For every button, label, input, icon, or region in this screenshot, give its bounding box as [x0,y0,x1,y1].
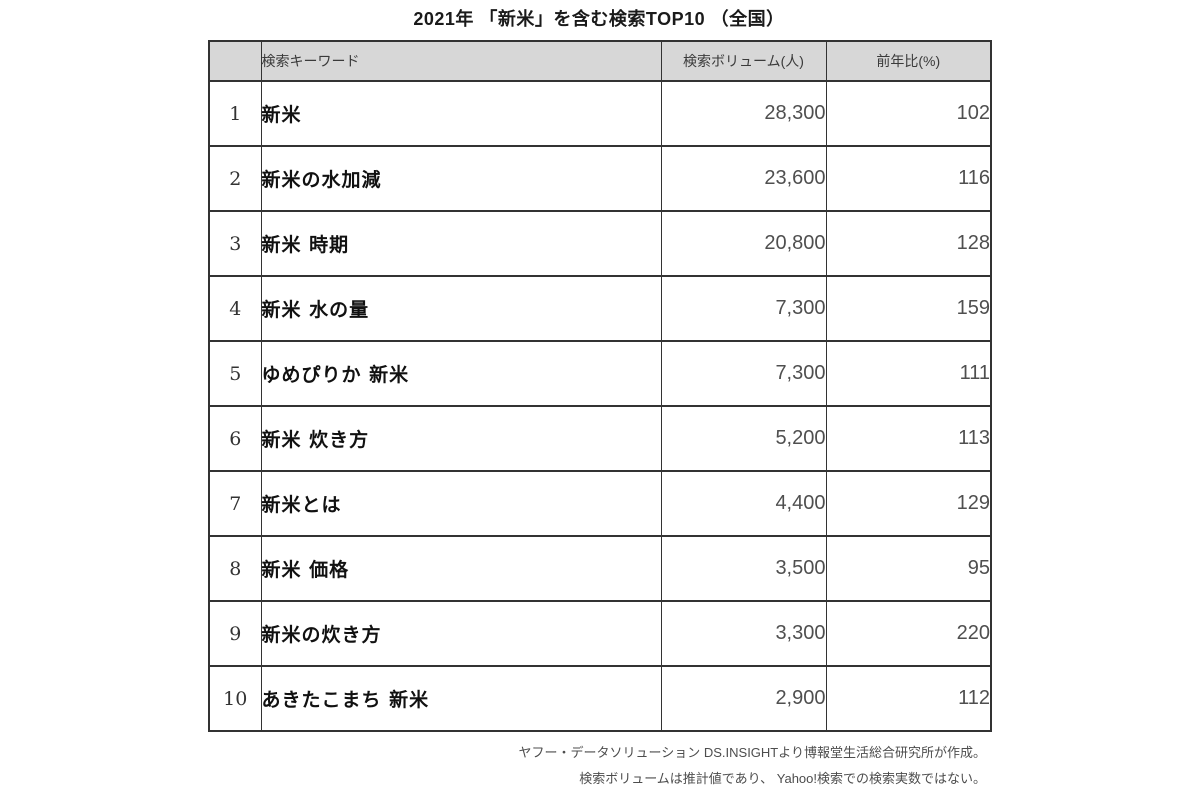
keyword-cell: 新米 時期 [260,210,662,277]
table-row: 3 新米 時期 20,800 128 [208,210,992,277]
page-title: 2021年 「新米」を含む検索TOP10 （全国） [413,9,785,29]
volume-cell: 3,300 [660,600,827,667]
source-note-line1: ヤフー・データソリューション DS.INSIGHTより博報堂生活総合研究所が作成… [518,745,987,760]
table-row: 9 新米の炊き方 3,300 220 [208,600,992,667]
keyword-cell: あきたこまち 新米 [260,665,662,732]
volume-cell: 7,300 [660,340,827,407]
rank-cell: 5 [208,340,262,407]
keyword-cell: 新米 価格 [260,535,662,602]
keyword-cell: ゆめぴりか 新米 [260,340,662,407]
yoy-cell: 129 [825,470,992,537]
table-row: 2 新米の水加減 23,600 116 [208,145,992,212]
source-note-line2: 検索ボリュームは推計値であり、 Yahoo!検索での検索実数ではない。 [579,771,986,786]
table-figure: 2021年 「新米」を含む検索TOP10 （全国） 検索キーワード 検索ボリュー… [208,6,992,792]
table-row: 10 あきたこまち 新米 2,900 112 [208,665,992,732]
keyword-cell: 新米 [260,80,662,147]
rank-cell: 7 [208,470,262,537]
keyword-cell: 新米の水加減 [260,145,662,212]
yoy-cell: 220 [825,600,992,667]
yoy-cell: 112 [825,665,992,732]
volume-cell: 23,600 [660,145,827,212]
volume-cell: 3,500 [660,535,827,602]
volume-cell: 2,900 [660,665,827,732]
rank-cell: 9 [208,600,262,667]
table-row: 6 新米 炊き方 5,200 113 [208,405,992,472]
rank-cell: 8 [208,535,262,602]
rank-cell: 1 [208,80,262,147]
table-row: 4 新米 水の量 7,300 159 [208,275,992,342]
yoy-cell: 159 [825,275,992,342]
source-notes: ヤフー・データソリューション DS.INSIGHTより博報堂生活総合研究所が作成… [208,740,990,792]
table-header-row: 検索キーワード 検索ボリューム(人) 前年比(%) [208,40,992,82]
table-row: 1 新米 28,300 102 [208,80,992,147]
rank-cell: 4 [208,275,262,342]
keyword-cell: 新米の炊き方 [260,600,662,667]
volume-cell: 5,200 [660,405,827,472]
yoy-cell: 102 [825,80,992,147]
yoy-cell: 95 [825,535,992,602]
volume-cell: 20,800 [660,210,827,277]
rank-cell: 10 [208,665,262,732]
volume-cell: 28,300 [660,80,827,147]
header-yoy-percent: 前年比(%) [825,40,992,82]
header-search-volume: 検索ボリューム(人) [660,40,827,82]
keyword-cell: 新米 水の量 [260,275,662,342]
yoy-cell: 111 [825,340,992,407]
header-keyword: 検索キーワード [260,40,662,82]
header-rank [208,40,262,82]
keyword-cell: 新米とは [260,470,662,537]
yoy-cell: 128 [825,210,992,277]
rank-cell: 3 [208,210,262,277]
rankings-table: 検索キーワード 検索ボリューム(人) 前年比(%) 1 新米 28,300 102 2 新… [208,40,992,732]
keyword-cell: 新米 炊き方 [260,405,662,472]
rank-cell: 2 [208,145,262,212]
volume-cell: 4,400 [660,470,827,537]
table-row: 8 新米 価格 3,500 95 [208,535,992,602]
yoy-cell: 116 [825,145,992,212]
volume-cell: 7,300 [660,275,827,342]
table-row: 5 ゆめぴりか 新米 7,300 111 [208,340,992,407]
table-row: 7 新米とは 4,400 129 [208,470,992,537]
rank-cell: 6 [208,405,262,472]
table-body: 1 新米 28,300 102 2 新米の水加減 23,600 116 3 新米 時期 20,800… [208,80,992,732]
yoy-cell: 113 [825,405,992,472]
